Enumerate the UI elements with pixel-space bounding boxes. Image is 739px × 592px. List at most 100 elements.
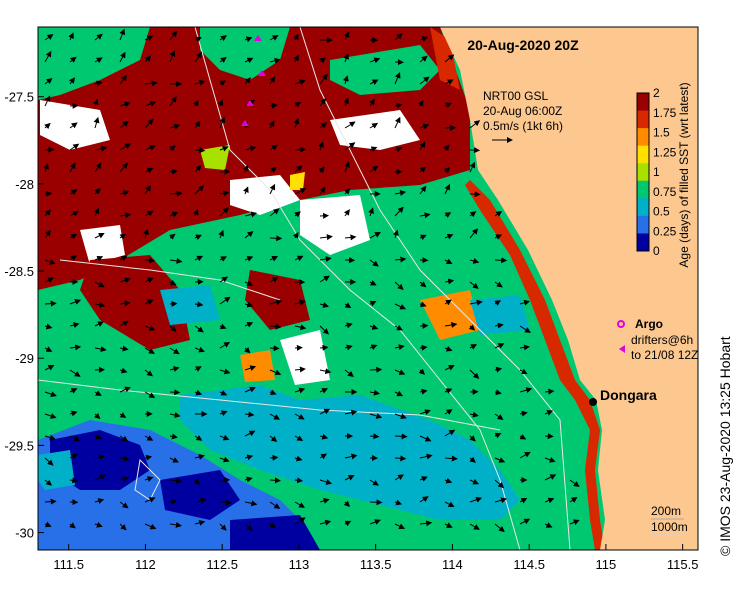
velocity-arrow	[469, 523, 480, 530]
velocity-arrow	[192, 99, 199, 107]
velocity-arrow	[469, 344, 477, 350]
velocity-arrow	[44, 323, 53, 330]
velocity-arrow	[319, 234, 333, 241]
velocity-arrow	[419, 496, 429, 503]
velocity-arrow	[194, 120, 201, 129]
velocity-arrow	[419, 453, 433, 460]
velocity-arrow	[219, 207, 229, 217]
velocity-arrow	[319, 73, 328, 85]
velocity-arrow	[343, 53, 349, 63]
velocity-arrow	[94, 521, 103, 528]
velocity-arrow	[319, 344, 329, 351]
velocity-arrow	[394, 116, 401, 129]
velocity-arrow	[494, 343, 505, 349]
velocity-arrow	[469, 369, 480, 379]
colorbar-tick-label: 1.25	[653, 145, 677, 159]
velocity-arrow	[444, 455, 458, 462]
velocity-arrow	[269, 256, 279, 262]
age-zone-green-ne	[330, 45, 440, 95]
velocity-arrow	[143, 228, 149, 239]
velocity-arrow	[44, 498, 57, 505]
velocity-arrow	[194, 301, 204, 308]
velocity-arrow	[294, 299, 306, 306]
velocity-arrow	[294, 501, 306, 508]
velocity-arrow	[169, 366, 180, 372]
velocity-arrow	[344, 188, 351, 195]
velocity-arrow	[194, 366, 202, 372]
velocity-arrow	[394, 303, 407, 310]
x-tick-label: 111.5	[53, 557, 84, 572]
velocity-arrow	[444, 388, 453, 394]
velocity-arrow	[344, 121, 356, 129]
velocity-arrow	[444, 409, 453, 415]
velocity-arrow	[294, 165, 303, 173]
velocity-arrow	[444, 321, 458, 328]
x-tick-label: 114.5	[513, 557, 545, 572]
velocity-arrow	[419, 212, 431, 219]
velocity-arrow	[544, 474, 557, 481]
velocity-arrow	[419, 55, 428, 63]
velocity-arrow	[144, 167, 154, 174]
velocity-arrow	[194, 36, 202, 43]
velocity-arrow	[44, 34, 54, 41]
velocity-arrow	[244, 301, 254, 308]
velocity-arrow	[69, 369, 81, 377]
drifter-marker	[246, 100, 254, 106]
velocity-arrow	[519, 451, 531, 459]
velocity-arrow	[369, 165, 379, 173]
colorbar-frame	[636, 92, 650, 252]
velocity-arrow	[219, 116, 226, 129]
velocity-arrow	[244, 145, 257, 152]
cloud-gap-5	[80, 225, 125, 265]
velocity-arrow	[519, 368, 528, 375]
velocity-arrow	[419, 234, 427, 241]
velocity-arrow	[169, 521, 182, 528]
drifter-marker	[254, 35, 262, 41]
velocity-arrow	[93, 116, 100, 129]
velocity-arrow	[119, 212, 132, 219]
velocity-arrow	[269, 454, 279, 461]
velocity-arrow	[119, 233, 127, 240]
velocity-arrow	[94, 162, 102, 173]
velocity-arrow	[94, 301, 106, 308]
velocity-arrow	[444, 429, 456, 437]
velocity-arrow	[294, 413, 305, 420]
velocity-arrow	[319, 408, 331, 415]
velocity-arrow	[469, 211, 477, 218]
velocity-arrow	[494, 210, 503, 217]
coastal-fringe	[465, 180, 605, 550]
velocity-arrow	[394, 474, 405, 481]
velocity-arrow	[369, 389, 380, 396]
velocity-arrow	[119, 74, 128, 85]
credit-label: © IMOS 23-Aug-2020 13:25 Hobart	[717, 336, 733, 556]
velocity-arrow	[44, 146, 55, 153]
velocity-arrow	[219, 368, 231, 375]
velocity-arrow	[93, 207, 100, 217]
drifter-icon	[619, 345, 625, 353]
velocity-arrow	[219, 276, 229, 283]
x-tick-label: 113	[289, 557, 310, 572]
velocity-arrow	[94, 33, 103, 41]
dongara-label: Dongara	[600, 387, 657, 403]
velocity-arrow	[469, 281, 479, 289]
velocity-arrow	[242, 164, 249, 173]
velocity-arrow	[294, 79, 306, 86]
age-zone-cyan-south	[180, 385, 520, 520]
velocity-arrow	[244, 523, 253, 532]
drifters-label-1: drifters@6h	[631, 333, 693, 347]
velocity-arrow	[469, 411, 479, 418]
velocity-arrow	[69, 299, 82, 305]
velocity-arrow	[269, 235, 283, 242]
velocity-arrow	[44, 259, 56, 265]
age-zone-cyan-sw	[38, 450, 75, 490]
contour-line-4	[59, 259, 281, 301]
velocity-arrow	[244, 230, 254, 239]
velocity-arrow	[343, 500, 351, 508]
velocity-arrow	[344, 520, 352, 527]
velocity-arrow	[119, 162, 129, 173]
velocity-arrow	[444, 79, 454, 85]
x-tick-label: 115.5	[667, 557, 699, 572]
velocity-arrows	[43, 28, 580, 533]
velocity-arrow	[244, 322, 254, 328]
velocity-arrow	[494, 234, 503, 240]
